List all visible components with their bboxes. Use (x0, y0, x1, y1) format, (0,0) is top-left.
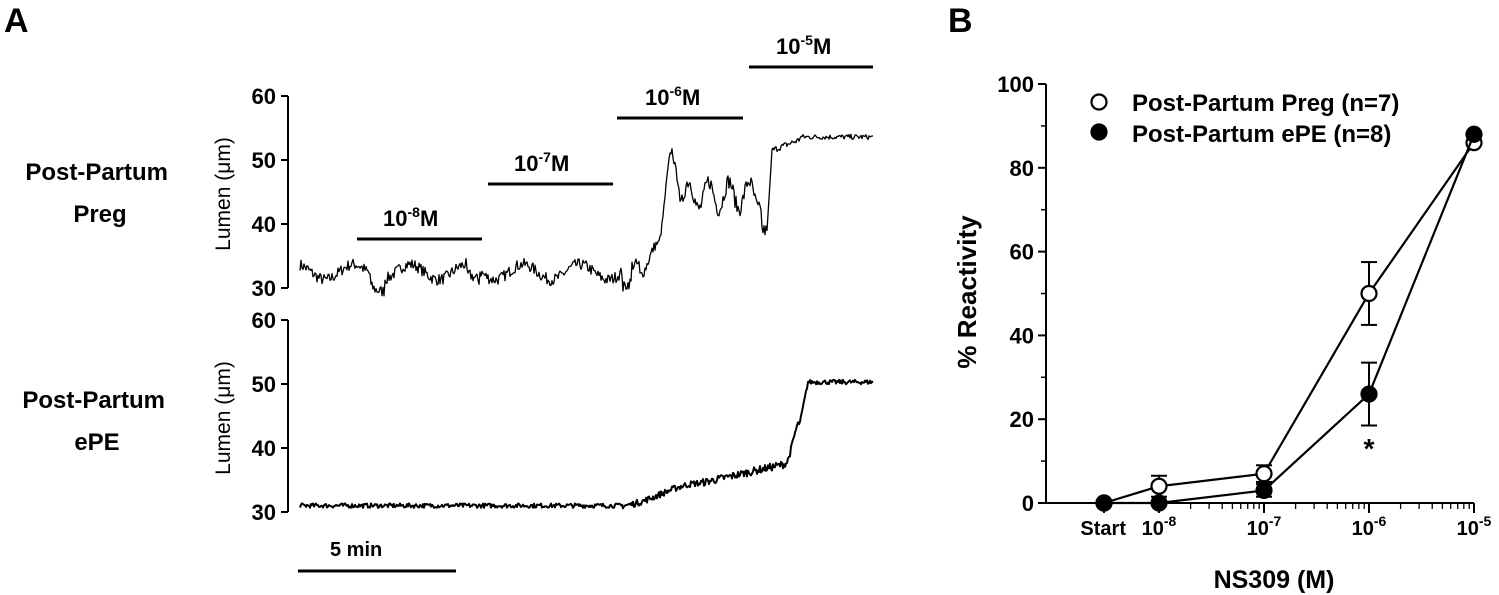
trace-epe: Post-Partum ePE Lumen (μm) 60 50 40 30 (22, 308, 874, 525)
data-point-filled (1095, 494, 1113, 512)
data-point-filled (1360, 385, 1378, 403)
panel-b-label: B (948, 2, 973, 40)
y-tick-label: 60 (252, 84, 276, 109)
data-point-filled (1255, 481, 1273, 500)
y-tick-label: 30 (252, 500, 276, 525)
panel-a-label: A (4, 2, 29, 40)
y-tick-label: 100 (997, 72, 1034, 97)
y-ticks-preg: 60 50 40 30 (252, 84, 288, 301)
data-point-open (1360, 284, 1378, 303)
y-axis-label-epe: Lumen (μm) (212, 361, 235, 475)
trace-line-epe (299, 378, 874, 510)
y-tick-label: 60 (252, 308, 276, 333)
y-tick-label: 20 (1010, 407, 1034, 432)
dose-bars: 10-8M 10-7M 10-6M 10-5M (357, 32, 873, 241)
y-tick-label: 0 (1022, 491, 1034, 516)
trace-line-preg (299, 133, 873, 297)
panel-b: B % Reactivity NS309 (M) 0 20 40 60 80 100 St… (948, 2, 1492, 594)
x-tick-label: 10-6 (1352, 513, 1387, 540)
series-line-epe (1104, 133, 1476, 505)
x-axis-title: NS309 (M) (1214, 566, 1335, 594)
x-ticks: Start 10-8 10-7 10-6 10-5 (1080, 503, 1492, 540)
y-ticks: 0 20 40 60 80 100 (997, 72, 1046, 516)
dose-label-1e-6: 10-6M (645, 83, 700, 110)
dose-label-1e-8: 10-8M (383, 204, 438, 231)
x-tick-label: Start (1080, 518, 1126, 540)
significance-marker: * (1364, 433, 1375, 464)
dose-label-1e-5: 10-5M (776, 32, 831, 59)
legend-label-preg: Post-Partum Preg (n=7) (1132, 90, 1399, 117)
series (1095, 125, 1483, 512)
y-tick-label: 60 (1010, 240, 1034, 265)
legend-filled-circle-icon (1090, 123, 1108, 141)
x-tick-label: 10-5 (1457, 513, 1492, 540)
y-axis-title: % Reactivity (952, 215, 982, 369)
scale-bar-label: 5 min (330, 539, 382, 561)
legend-label-epe: Post-Partum ePE (n=8) (1132, 121, 1391, 148)
legend-open-circle-icon (1090, 93, 1108, 111)
y-tick-label: 80 (1010, 156, 1034, 181)
y-tick-label: 50 (252, 372, 276, 397)
data-point-open (1255, 465, 1273, 483)
y-axis-label-preg: Lumen (μm) (212, 137, 235, 251)
x-tick-label: 10-7 (1247, 513, 1282, 540)
row-label-epe: Post-Partum ePE (22, 387, 171, 456)
y-tick-label: 40 (252, 212, 276, 237)
row-label-preg: Post-Partum Preg (25, 159, 174, 228)
y-tick-label: 30 (252, 276, 276, 301)
series-line-preg (1103, 142, 1475, 505)
x-tick-label: 10-8 (1142, 513, 1177, 540)
panel-a: A 10-8M 10-7M 10-6M 10-5M Post-Partum Pr… (4, 2, 874, 573)
y-tick-label: 40 (1010, 323, 1034, 348)
data-point-filled (1465, 125, 1483, 143)
data-point-filled (1150, 494, 1168, 512)
y-ticks-epe: 60 50 40 30 (252, 308, 288, 525)
legend: Post-Partum Preg (n=7) Post-Partum ePE (… (1090, 90, 1399, 148)
trace-preg: Post-Partum Preg Lumen (μm) 60 50 40 30 (25, 84, 873, 301)
data-point-open (1150, 477, 1168, 495)
y-tick-label: 40 (252, 436, 276, 461)
y-tick-label: 50 (252, 148, 276, 173)
dose-label-1e-7: 10-7M (514, 149, 569, 176)
time-scale-bar: 5 min (298, 539, 456, 573)
